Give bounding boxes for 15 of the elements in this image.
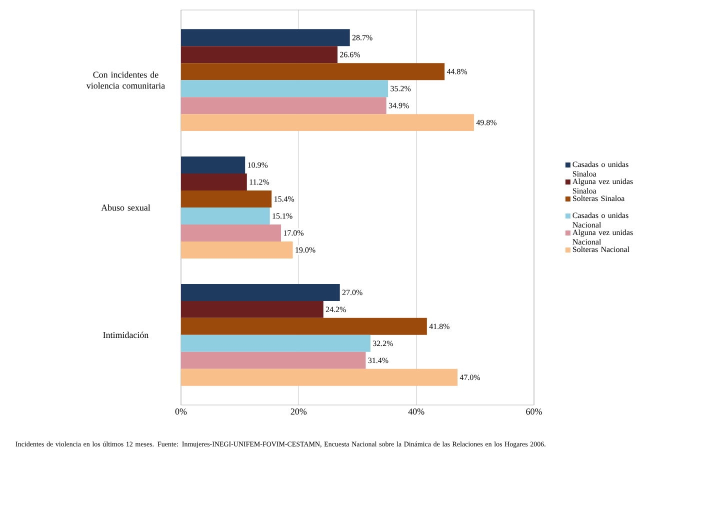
bar [181, 241, 293, 258]
bar [181, 368, 458, 386]
y-tick-label: Abuso sexual [101, 204, 150, 211]
bar [181, 352, 366, 369]
x-tick-label: 60% [526, 408, 542, 415]
y-tick-label: Con incidentes de violencia comunitaria [86, 71, 165, 89]
x-tick-label: 0% [175, 408, 187, 415]
x-tick-label: 40% [408, 408, 424, 415]
bar [181, 156, 246, 174]
bar [181, 224, 282, 242]
x-tick-label: 20% [290, 408, 307, 415]
bar [181, 190, 272, 208]
y-tick-label: Intimidación [103, 332, 149, 338]
bar [181, 80, 388, 98]
bar [181, 63, 445, 80]
